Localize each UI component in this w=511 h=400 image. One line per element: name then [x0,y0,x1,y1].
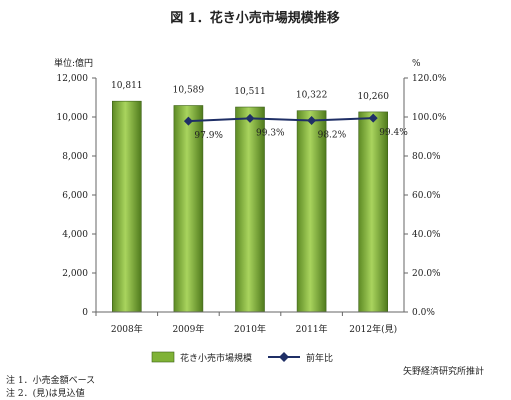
line-point [368,113,378,123]
x-tick-label: 2009年 [172,323,204,335]
legend-line-marker [279,352,289,362]
left-tick-label: 4,000 [62,230,88,240]
bar [358,111,389,313]
legend-line-label: 前年比 [306,352,333,364]
note-1: 注 1．小売金額ベース [6,374,95,386]
x-tick-label: 2010年 [234,323,266,335]
line-series: 97.9% 99.3% 98.2% 99.4% [183,113,408,141]
right-tick-label: 20.0% [412,269,441,279]
bar [296,110,327,313]
source-note: 矢野経済研究所推計 [403,365,484,377]
right-tick-label: 80.0% [412,152,441,162]
left-axis-unit: 単位:億円 [54,57,93,69]
bar [112,100,142,313]
left-tick-label: 6,000 [62,191,88,201]
right-tick-label: 120.0% [412,74,447,84]
left-tick-label: 10,000 [57,113,89,123]
line-value-label: 99.3% [256,128,285,138]
legend-bar-label: 花き小売市場規模 [180,352,252,364]
right-tick-label: 0.0% [412,308,435,318]
legend-bar-swatch [151,351,175,363]
bar-value-label: 10,589 [173,86,205,96]
left-tick-label: 8,000 [62,152,88,162]
left-tick-label: 0 [82,308,88,318]
bar-value-label: 10,811 [111,81,143,91]
line-point [307,116,317,126]
line-value-label: 98.2% [318,131,347,141]
bar-value-label: 10,322 [296,91,328,101]
bar-value-label: 10,260 [357,92,389,102]
line-value-label: 97.9% [194,131,223,141]
x-tick-label: 2008年 [111,323,143,335]
line-point [245,113,255,123]
x-tick-label: 2012年(見) [349,323,397,335]
right-tick-label: 40.0% [412,230,441,240]
right-axis-ticks: 0.0% 20.0% 40.0% 60.0% 80.0% 100.0% 120.0% [404,74,447,318]
legend: 花き小売市場規模 前年比 [151,351,333,364]
right-tick-label: 60.0% [412,191,441,201]
chart-title: 図 1．花き小売市場規模推移 [170,10,340,26]
bar-value-label: 10,511 [234,87,266,97]
x-tick-label: 2011年 [296,323,328,335]
x-axis-ticks: 2008年 2009年 2010年 2011年 2012年(見) [95,312,397,335]
line-path [188,117,374,123]
line-point [183,116,193,126]
line-value-label: 99.4% [379,128,408,138]
axes [95,78,405,313]
left-tick-label: 2,000 [62,269,88,279]
left-tick-label: 12,000 [57,74,89,84]
note-2: 注 2．(見)は見込値 [6,387,85,399]
right-axis-unit: % [412,59,421,69]
right-tick-label: 100.0% [412,113,447,123]
bar [235,106,265,313]
left-axis-ticks: 0 2,000 4,000 6,000 8,000 10,000 12,000 [57,74,96,318]
